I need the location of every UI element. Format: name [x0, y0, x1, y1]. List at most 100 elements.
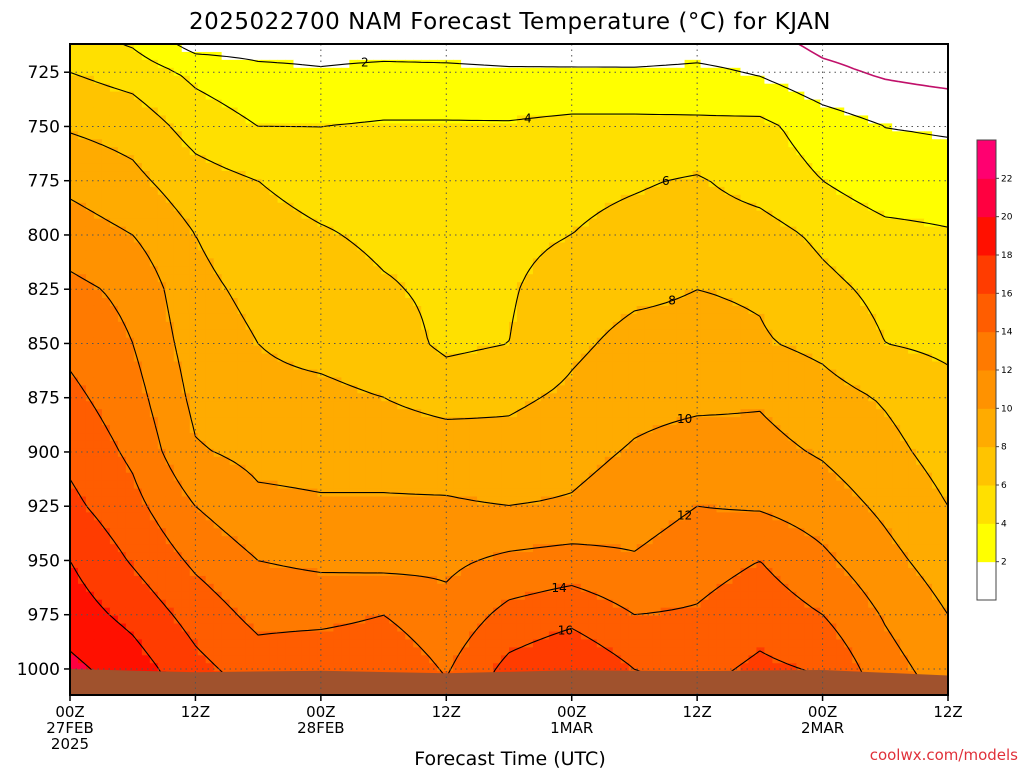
- field-cell: [141, 59, 151, 69]
- field-cell: [429, 377, 438, 386]
- field-cell: [205, 242, 215, 252]
- field-cell: [189, 298, 199, 307]
- field-cell: [77, 266, 87, 275]
- field-cell: [604, 282, 614, 291]
- field-cell: [916, 298, 925, 307]
- field-cell: [588, 266, 598, 275]
- field-cell: [916, 282, 925, 291]
- field-cell: [117, 385, 127, 394]
- field-cell: [644, 194, 654, 204]
- field-cell: [309, 321, 319, 331]
- field-cell: [828, 266, 837, 275]
- field-cell: [381, 353, 390, 363]
- field-cell: [620, 393, 630, 402]
- field-cell: [548, 147, 558, 156]
- field-cell: [788, 163, 797, 172]
- field-cell: [788, 59, 797, 69]
- field-cell: [437, 155, 446, 164]
- field-cell: [149, 123, 159, 132]
- field-cell: [892, 51, 901, 61]
- field-cell: [469, 393, 478, 402]
- field-cell: [588, 194, 598, 204]
- field-cell: [732, 83, 742, 93]
- field-cell: [261, 282, 271, 291]
- field-cell: [796, 385, 805, 394]
- field-cell: [93, 377, 103, 386]
- field-cell: [772, 282, 781, 291]
- field-cell: [868, 353, 877, 363]
- field-cell: [469, 44, 478, 53]
- field-cell: [628, 51, 638, 61]
- field-cell: [357, 321, 366, 331]
- field-cell: [876, 178, 885, 188]
- field-cell: [389, 361, 398, 371]
- field-cell: [676, 290, 686, 299]
- field-cell: [652, 163, 662, 172]
- field-cell: [333, 258, 342, 267]
- field-cell: [157, 282, 167, 291]
- field-cell: [237, 178, 247, 188]
- field-cell: [85, 99, 95, 109]
- field-cell: [181, 115, 191, 124]
- field-cell: [245, 337, 255, 347]
- field-cell: [572, 123, 582, 132]
- field-cell: [620, 202, 630, 212]
- field-cell: [836, 321, 845, 331]
- field-cell: [221, 123, 231, 132]
- field-cell: [884, 171, 893, 180]
- field-cell: [516, 178, 526, 188]
- field-cell: [820, 329, 829, 339]
- field-cell: [532, 290, 542, 299]
- field-cell: [381, 51, 390, 61]
- field-cell: [357, 242, 366, 252]
- field-cell: [644, 305, 654, 315]
- field-cell: [221, 369, 231, 379]
- field-cell: [652, 194, 662, 204]
- field-cell: [612, 44, 622, 53]
- field-cell: [237, 266, 247, 275]
- field-cell: [277, 131, 287, 140]
- field-cell: [676, 369, 686, 379]
- field-cell: [429, 329, 438, 339]
- field-cell: [461, 91, 470, 101]
- field-cell: [772, 266, 781, 275]
- field-cell: [285, 361, 295, 371]
- field-cell: [588, 329, 598, 339]
- field-cell: [77, 44, 87, 53]
- field-cell: [461, 242, 470, 252]
- field-cell: [524, 210, 534, 220]
- field-cell: [213, 91, 223, 101]
- field-cell: [668, 115, 678, 124]
- field-cell: [540, 51, 550, 61]
- field-cell: [524, 139, 534, 148]
- field-cell: [644, 202, 654, 212]
- field-cell: [780, 178, 789, 188]
- field-cell: [740, 107, 750, 117]
- field-cell: [157, 107, 167, 117]
- field-cell: [70, 377, 79, 386]
- field-cell: [85, 266, 95, 275]
- field-cell: [748, 313, 758, 323]
- field-cell: [740, 163, 750, 172]
- field-cell: [892, 329, 901, 339]
- field-cell: [349, 377, 358, 386]
- field-cell: [325, 171, 334, 180]
- field-cell: [109, 163, 119, 172]
- field-cell: [125, 115, 135, 124]
- field-cell: [932, 258, 941, 267]
- field-cell: [357, 107, 366, 117]
- field-cell: [556, 234, 566, 244]
- field-cell: [708, 393, 718, 402]
- field-cell: [501, 274, 510, 283]
- field-cell: [572, 155, 582, 164]
- field-cell: [437, 163, 446, 172]
- field-cell: [604, 234, 614, 244]
- field-cell: [844, 337, 853, 347]
- field-cell: [365, 393, 374, 402]
- field-cell: [852, 107, 861, 117]
- field-cell: [532, 266, 542, 275]
- field-cell: [596, 250, 606, 259]
- field-cell: [70, 83, 79, 93]
- field-cell: [397, 274, 406, 283]
- field-cell: [125, 91, 135, 101]
